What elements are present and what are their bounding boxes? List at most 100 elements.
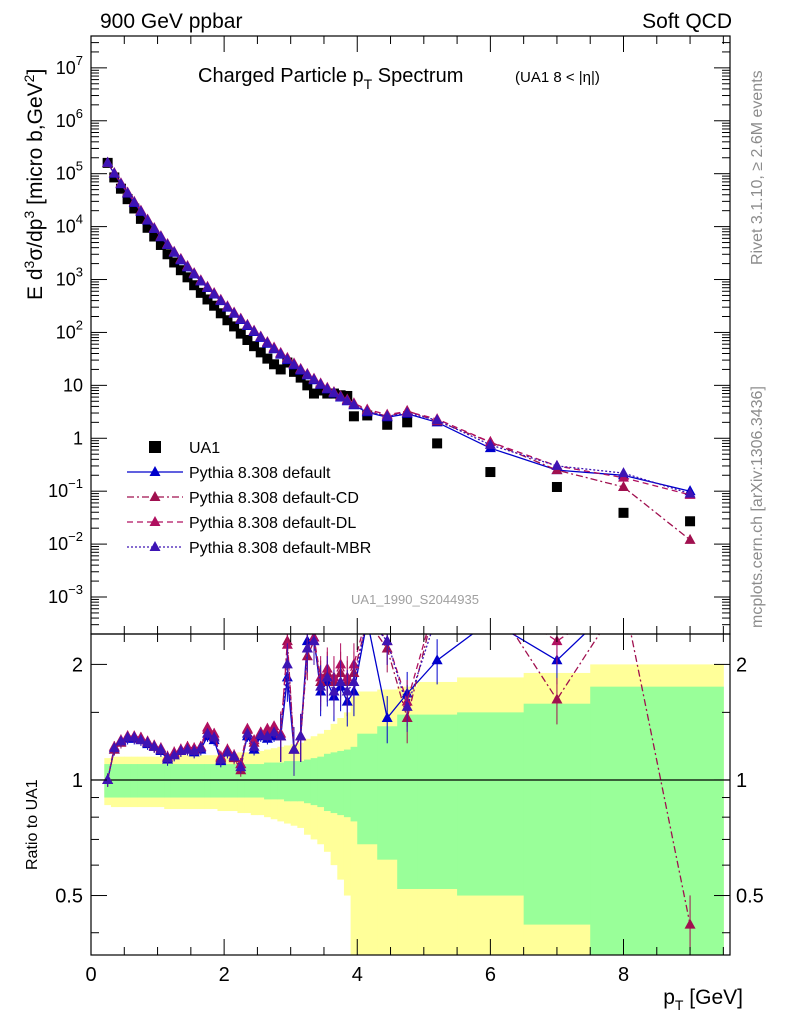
ratio-point: [301, 642, 313, 653]
mc-point: [108, 167, 120, 178]
uncertainty-band-inner: [323, 753, 332, 812]
mc-point: [208, 288, 220, 299]
uncertainty-band-inner: [397, 714, 418, 889]
ua1-point: [162, 249, 173, 260]
ratio-point: [335, 675, 347, 686]
ratio-y-tick-label-right: 0.5: [736, 886, 764, 908]
y-tick-label: 105: [56, 159, 83, 184]
uncertainty-band-inner: [237, 764, 245, 798]
chart-title-detail: (UA1 8 < |η|): [515, 69, 600, 86]
mc-point: [228, 307, 240, 318]
ratio-point: [275, 730, 287, 741]
uncertainty-band-inner: [337, 750, 345, 816]
ratio-point: [328, 685, 340, 696]
legend-marker: [149, 491, 161, 501]
x-tick-label: 0: [85, 964, 96, 986]
ratio-point: [381, 635, 393, 646]
mc-point: [241, 319, 253, 330]
mc-point: [328, 386, 340, 397]
ua1-point: [289, 366, 300, 377]
series-2: [102, 156, 696, 544]
legend-item: Pythia 8.308 default: [127, 465, 331, 482]
ratio-y-tick-label: 2: [72, 654, 83, 676]
uncertainty-band-inner: [144, 764, 152, 798]
mc-point: [148, 222, 160, 233]
y-tick-label: 107: [56, 53, 83, 78]
legend-item: UA1: [149, 440, 220, 457]
mc-point: [155, 230, 167, 241]
mc-point: [102, 156, 114, 167]
legend-marker: [149, 441, 161, 453]
series-line: [107, 162, 691, 541]
uncertainty-band-inner: [244, 764, 252, 798]
ua1-point: [275, 364, 286, 375]
ua1-point: [115, 183, 126, 194]
ratio-point: [162, 752, 174, 763]
uncertainty-band-inner: [190, 764, 198, 798]
ratio-point: [221, 746, 233, 757]
y-tick-label: 10−2: [48, 529, 83, 554]
y-tick-label: 102: [56, 317, 83, 342]
mc-point: [281, 353, 293, 364]
legend-marker: [149, 466, 161, 476]
ua1-point: [142, 222, 153, 233]
legend-label: Pythia 8.308 default-DL: [189, 515, 356, 532]
ratio-point: [108, 742, 120, 753]
rivet-label: Rivet 3.1.10, ≥ 2.6M events: [749, 70, 766, 265]
ratio-point: [102, 773, 114, 784]
uncertainty-band-inner: [417, 714, 458, 889]
ratio-point: [268, 726, 280, 737]
main-panel: 10−3 10−2 10−1 1 10 102 103 104 105 106 107 Charge…: [21, 35, 731, 635]
mc-point: [348, 398, 360, 409]
y-tick-label: 103: [56, 265, 83, 290]
ua1-point: [222, 315, 233, 326]
ratio-point: [281, 658, 293, 669]
mc-point: [135, 205, 147, 216]
uncertainty-band-inner: [304, 759, 312, 804]
uncertainty-band-inner: [350, 746, 358, 822]
x-tick-label: 4: [352, 964, 363, 986]
legend-label: Pythia 8.308 default-MBR: [189, 540, 371, 557]
header-right: Soft QCD: [642, 10, 732, 33]
y-tick-label: 10: [63, 375, 83, 395]
uncertainty-band-inner: [177, 764, 185, 798]
uncertainty-band-inner: [264, 762, 272, 800]
uncertainty-band-inner: [170, 764, 179, 798]
uncertainty-band-inner: [357, 733, 378, 845]
ua1-point: [348, 411, 359, 422]
ua1-point: [432, 438, 443, 449]
ratio-point: [684, 918, 696, 929]
uncertainty-band-inner: [284, 761, 292, 802]
mc-point: [301, 368, 313, 379]
uncertainty-band-inner: [204, 764, 212, 798]
ua1-point: [485, 467, 496, 478]
mc-point: [115, 177, 127, 188]
ratio-point: [255, 728, 267, 739]
ratio-point: [188, 744, 200, 755]
mc-point: [401, 407, 413, 418]
ua1-point: [195, 287, 206, 298]
ua1-point: [262, 353, 273, 364]
mc-point: [175, 253, 187, 264]
ua1-point: [551, 481, 562, 492]
mc-point: [255, 331, 267, 342]
mc-point: [684, 487, 696, 498]
uncertainty-band-inner: [130, 764, 139, 798]
legend-marker: [149, 541, 161, 551]
mc-point: [288, 358, 300, 369]
mc-point: [122, 187, 134, 198]
ua1-point: [308, 388, 319, 399]
ratio-point: [431, 654, 443, 665]
ratio-point: [182, 743, 194, 754]
uncertainty-band-inner: [184, 764, 192, 798]
mc-point: [321, 382, 333, 393]
ua1-point: [155, 239, 166, 250]
mc-point: [162, 238, 174, 249]
ratio-point: [401, 700, 413, 711]
ratio-point: [228, 750, 240, 761]
ua1-point: [122, 194, 133, 205]
y-tick-label: 104: [56, 212, 83, 237]
legend-label: UA1: [189, 440, 220, 457]
ratio-point: [308, 635, 320, 646]
